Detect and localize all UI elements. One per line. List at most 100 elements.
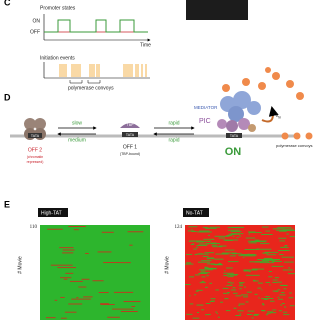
state-label: ON [33,18,41,24]
streak [281,303,285,304]
streak [63,278,68,280]
streak [255,240,267,242]
streak [208,313,211,315]
annotation: polymerase convoys [276,143,312,148]
streak [281,256,294,258]
streak [227,281,232,283]
streak [201,309,205,311]
promoter-trace [44,19,148,33]
streak [272,279,278,281]
streak [92,280,104,282]
streak [283,261,294,263]
streak [223,272,234,274]
streak [239,282,245,284]
streak [195,246,199,248]
streak [47,228,63,230]
streak [277,296,280,298]
streak [248,231,256,233]
streak [278,298,283,300]
streak [197,261,210,263]
rate-label: slow [72,120,82,126]
state-name: OFF 2 [28,147,42,153]
streak [113,291,134,293]
streak [270,312,277,314]
streak [261,298,267,300]
streak [62,252,74,254]
axis-label: Time [140,42,151,48]
streak [81,278,90,280]
streak [191,231,197,232]
streak [206,258,215,260]
streak [279,230,287,232]
streak [276,281,282,283]
rate-label: rapid [168,137,179,143]
streak [225,249,235,251]
streak [187,230,195,232]
streak [232,282,234,284]
heatmap-streaks [185,226,295,319]
streak [265,296,270,298]
streak [196,245,208,246]
streak [45,317,56,319]
streak [227,261,239,263]
streak [271,265,284,267]
streak [277,289,281,291]
streak [206,263,215,265]
streak [196,304,204,306]
streak [215,253,229,255]
streak [59,247,74,249]
streak [100,304,115,306]
streak [239,288,242,290]
streak [257,287,262,289]
streak [284,306,287,308]
streak [283,288,287,290]
streak [261,303,264,305]
streak [238,303,245,305]
streak [254,239,260,241]
streak [284,245,288,246]
streak [254,293,258,295]
tata-label: TATA [230,134,239,138]
streak [254,254,257,256]
streak [198,243,209,245]
streak [271,261,282,262]
streak [232,287,236,289]
streak [208,240,211,242]
streak [194,254,198,256]
streak [289,292,292,294]
streak [266,254,277,256]
streak [78,286,87,288]
streak [279,284,287,286]
streak [282,230,295,231]
title-box [183,208,209,217]
streak [127,231,144,233]
streak [224,298,229,300]
streak [201,260,212,262]
streak [68,303,83,305]
annotation: polymerase convoys [68,85,114,91]
streak [260,262,274,264]
streak [236,237,239,238]
section-title: Promoter states [40,5,76,11]
streak [112,308,134,310]
streak [270,300,275,302]
axis-label: # Movie [17,256,23,274]
streak [247,253,250,255]
streak [69,280,83,282]
streak [195,290,199,292]
streak [235,315,241,317]
streak [233,307,237,309]
streak [245,274,260,276]
panel-label: D [4,92,11,102]
streak [272,309,277,311]
streak [269,284,271,286]
streak [60,277,72,279]
streak [277,227,292,229]
streak [289,236,295,238]
initiation-arrow [261,106,279,123]
streak [247,240,257,242]
streak [62,249,75,251]
streak [194,274,200,276]
streak [210,298,216,300]
streak [191,228,193,230]
